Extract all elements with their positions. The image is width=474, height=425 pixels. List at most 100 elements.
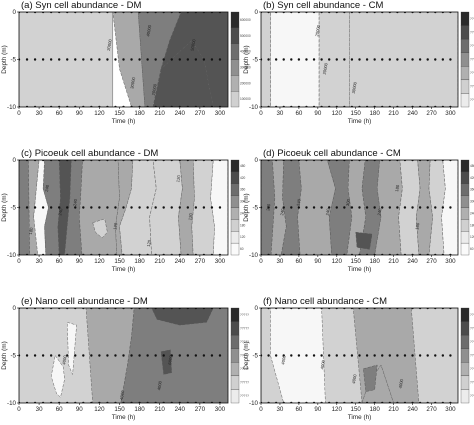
sample-point <box>186 206 190 209</box>
y-axis-label: Depth (m) <box>243 193 250 221</box>
y-tick-label: -10 <box>7 104 17 111</box>
x-tick-label: 60 <box>295 406 302 413</box>
sample-point <box>426 206 429 209</box>
colorbar-swatch <box>230 231 240 244</box>
colorbar-swatch <box>230 242 240 256</box>
colorbar-swatch <box>460 25 470 40</box>
sample-point <box>350 58 354 61</box>
sample-point <box>418 58 422 61</box>
sample-point <box>305 58 308 61</box>
contour-zone <box>50 354 65 398</box>
colorbar-label: ????? <box>240 340 249 344</box>
sample-point <box>66 206 69 209</box>
contour-field <box>19 308 228 403</box>
sample-point <box>403 58 407 61</box>
x-tick-label: 180 <box>369 110 380 117</box>
sample-point <box>74 58 77 61</box>
y-tick-label: 0 <box>13 9 17 16</box>
sample-point <box>449 58 452 61</box>
contour-zone <box>355 231 373 250</box>
sample-point <box>305 206 308 209</box>
x-tick-label: 180 <box>134 406 145 413</box>
sample-point <box>305 354 308 357</box>
colorbar-swatch <box>460 389 470 404</box>
sample-point <box>154 206 157 209</box>
sample-point <box>25 58 29 61</box>
sample-point <box>202 354 206 357</box>
colorbar-swatch <box>230 389 240 404</box>
sample-point <box>350 354 354 357</box>
contour-zone <box>33 160 49 255</box>
sample-point <box>82 206 85 209</box>
sample-point <box>154 354 157 357</box>
colorbar-swatch <box>460 307 470 322</box>
sample-point <box>434 58 437 61</box>
sample-point <box>403 354 407 357</box>
x-tick-label: 0 <box>259 110 263 117</box>
x-tick-label: 210 <box>388 110 399 117</box>
colorbar: ??????????????????????????????????? <box>460 307 474 404</box>
colorbar-label: 420 <box>240 176 246 180</box>
sample-point <box>418 354 422 357</box>
sample-point <box>290 58 293 61</box>
panel-title: (b) Syn cell abundance - CM <box>263 0 383 11</box>
x-tick-label: 300 <box>215 258 226 265</box>
x-tick-label: 150 <box>351 406 362 413</box>
x-tick-label: 270 <box>195 258 206 265</box>
x-tick-label: 180 <box>134 258 145 265</box>
colorbar-swatch <box>460 334 470 349</box>
sample-point <box>122 206 125 209</box>
contour-label: 120 <box>112 222 118 230</box>
sample-point <box>170 58 173 61</box>
sample-point <box>388 354 392 357</box>
contour-zone <box>349 12 458 107</box>
colorbar-label: 420 <box>470 176 474 180</box>
sample-point <box>138 58 141 61</box>
sample-point <box>365 58 369 61</box>
sample-point <box>403 206 407 209</box>
colorbar-label: 300 <box>470 200 474 204</box>
x-tick-label: 120 <box>94 110 105 117</box>
contour-label: 30000 <box>129 76 136 89</box>
x-tick-label: 150 <box>351 258 362 265</box>
sample-point <box>426 58 429 61</box>
sample-point <box>178 206 181 209</box>
x-tick-label: 210 <box>155 258 166 265</box>
x-tick-label: 180 <box>134 110 145 117</box>
colorbar-label: 240 <box>240 211 246 215</box>
sample-point <box>178 58 181 61</box>
x-tick-label: 30 <box>276 406 283 413</box>
contour-zone <box>137 12 182 107</box>
sample-point <box>154 58 157 61</box>
contour-label: 120 <box>175 174 181 182</box>
x-tick-label: 150 <box>114 110 125 117</box>
colorbar-label: 120 <box>470 235 474 239</box>
sample-point <box>66 354 69 357</box>
sample-point <box>57 354 61 357</box>
contour-zone <box>359 160 382 255</box>
x-tick-label: 270 <box>426 406 437 413</box>
sample-point <box>365 206 369 209</box>
contour-label: 20000 <box>314 24 321 37</box>
x-tick-label: 60 <box>56 406 63 413</box>
x-tick-label: 240 <box>407 110 418 117</box>
sample-point <box>297 206 301 209</box>
x-tick-label: 120 <box>332 406 343 413</box>
y-tick-label: 0 <box>13 305 17 312</box>
contour-label: 240 <box>376 207 382 215</box>
colorbar-label: ????? <box>470 44 474 48</box>
colorbar-label: 200000 <box>240 81 251 85</box>
contour-label: 240 <box>44 184 50 192</box>
y-tick-label: -10 <box>7 252 17 259</box>
sample-point <box>388 58 392 61</box>
x-tick-label: 0 <box>259 258 263 265</box>
sample-point <box>335 206 338 209</box>
x-tick-label: 150 <box>114 258 125 265</box>
colorbar-label: 600000 <box>240 18 251 22</box>
sample-point <box>418 206 422 209</box>
x-tick-label: 240 <box>175 406 186 413</box>
x-tick-label: 30 <box>36 110 43 117</box>
colorbar-label: ????? <box>240 313 249 317</box>
sample-point <box>130 354 133 357</box>
